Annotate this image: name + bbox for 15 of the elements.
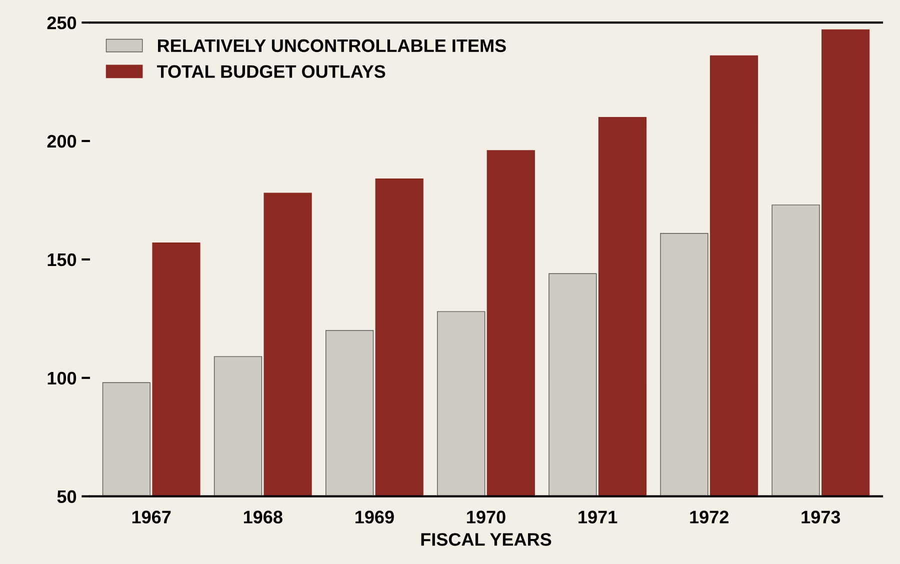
x-tick-label: 1970 <box>467 510 506 524</box>
y-tick-label: 150 <box>48 253 76 266</box>
y-tick-label: 100 <box>48 372 76 385</box>
x-tick-label: 1973 <box>802 510 840 524</box>
y-tick-label: 250 <box>47 16 76 30</box>
y-tick-label: 200 <box>47 134 76 148</box>
x-tick-label: 1968 <box>244 510 282 524</box>
x-tick-label: 1969 <box>356 510 394 524</box>
x-tick-label: 1972 <box>690 510 728 524</box>
x-tick-label: 1971 <box>578 510 618 524</box>
legend-label: TOTAL BUDGET OUTLAYS <box>157 65 386 78</box>
legend-label: RELATIVELY UNCONTROLLABLE ITEMS <box>158 39 506 52</box>
y-tick-label: 50 <box>57 490 76 504</box>
x-tick-label: 1967 <box>132 510 171 524</box>
x-axis-title: FISCAL YEARS <box>421 533 552 546</box>
